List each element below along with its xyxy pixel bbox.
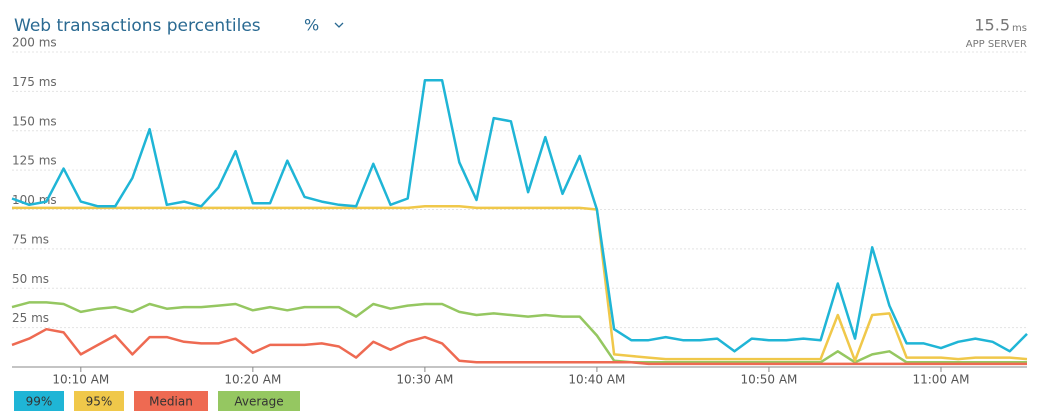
- x-tick-label: 10:10 AM: [52, 373, 109, 387]
- x-tick-label: 10:50 AM: [740, 373, 797, 387]
- x-tick-label: 10:40 AM: [568, 373, 625, 387]
- legend-swatch[interactable]: [218, 391, 300, 411]
- y-tick-label: 75 ms: [12, 232, 49, 246]
- legend-label[interactable]: Average: [234, 395, 283, 409]
- legend-swatch[interactable]: [134, 391, 208, 411]
- legend-item[interactable]: 99%: [14, 391, 64, 411]
- legend-item[interactable]: Average: [218, 391, 300, 411]
- x-tick-label: 11:00 AM: [912, 373, 969, 387]
- series-line: [11, 79, 1028, 353]
- unit-selector[interactable]: %: [304, 16, 319, 35]
- legend: 99% 95% Median Average: [14, 391, 300, 411]
- legend-item[interactable]: 95%: [74, 391, 124, 411]
- y-tick-label: 125 ms: [12, 154, 57, 168]
- y-tick-label: 150 ms: [12, 114, 57, 128]
- legend-label[interactable]: 95%: [86, 395, 113, 409]
- y-tick-label: 200 ms: [12, 36, 57, 50]
- dropdown-caret[interactable]: [334, 22, 344, 28]
- legend-label[interactable]: Median: [149, 395, 193, 409]
- y-tick-label: 50 ms: [12, 272, 49, 286]
- y-tick-label: 175 ms: [12, 75, 57, 89]
- x-tick-label: 10:20 AM: [224, 373, 281, 387]
- y-tick-label: 25 ms: [12, 311, 49, 325]
- series-line: [11, 327, 1027, 366]
- legend-swatch[interactable]: [74, 391, 124, 411]
- legend-swatch[interactable]: [14, 391, 64, 411]
- summary-unit: ms: [1012, 23, 1027, 34]
- summary-label: APP SERVER: [966, 39, 1027, 50]
- summary-value: 15.5: [974, 16, 1010, 35]
- legend-label[interactable]: 99%: [26, 395, 53, 409]
- chart-title: Web transactions percentiles: [14, 16, 261, 36]
- x-tick-label: 10:30 AM: [396, 373, 453, 387]
- series-line: [12, 205, 1028, 362]
- series-line: [11, 301, 1027, 364]
- legend-item[interactable]: Median: [134, 391, 208, 411]
